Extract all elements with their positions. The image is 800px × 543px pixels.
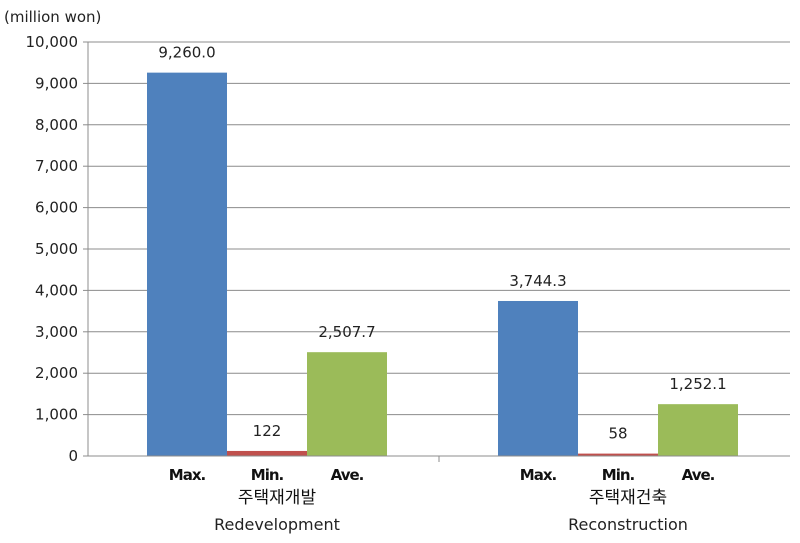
group-label-english: Redevelopment xyxy=(214,515,340,534)
group-label-korean: 주택재건축 xyxy=(589,488,667,508)
bar-category-label: Min. xyxy=(251,466,284,484)
data-label: 122 xyxy=(253,422,282,440)
y-tick-label: 10,000 xyxy=(26,33,79,51)
y-tick-label: 1,000 xyxy=(35,406,78,424)
bar xyxy=(658,404,738,456)
y-tick-label: 7,000 xyxy=(35,157,78,175)
group-label-english: Reconstruction xyxy=(568,515,688,534)
y-tick-label: 6,000 xyxy=(35,199,78,217)
data-label: 58 xyxy=(608,425,627,443)
y-tick-label: 2,000 xyxy=(35,364,78,382)
data-label: 2,507.7 xyxy=(318,323,375,341)
bar xyxy=(498,300,578,456)
y-tick-label: 4,000 xyxy=(35,281,78,299)
y-tick-label: 5,000 xyxy=(35,240,78,258)
bar-category-label: Max. xyxy=(169,466,206,484)
y-tick-label: 8,000 xyxy=(35,116,78,134)
y-axis: 0 1,000 2,000 3,000 4,000 5,000 6,000 7,000 8,00… xyxy=(26,33,89,465)
data-label: 3,744.3 xyxy=(509,272,566,290)
bars: 9,260.0 122 2,507.7 3,744.3 58 1,252.1 xyxy=(147,44,738,457)
x-axis: Max. Min. Ave. 주택재개발 Redevelopment Max. Min. Av… xyxy=(88,455,790,534)
y-tick-label: 3,000 xyxy=(35,323,78,341)
y-tick-label: 9,000 xyxy=(35,74,78,92)
bar-category-label: Ave. xyxy=(331,466,364,484)
unit-label: (million won) xyxy=(4,8,101,26)
bar xyxy=(147,72,227,457)
data-label: 1,252.1 xyxy=(669,375,726,393)
bar-category-label: Min. xyxy=(602,466,635,484)
data-label: 9,260.0 xyxy=(158,44,215,62)
bar xyxy=(227,450,307,456)
bar-category-label: Max. xyxy=(520,466,557,484)
bar xyxy=(307,352,387,456)
group-label-korean: 주택재개발 xyxy=(238,488,317,508)
bar-category-label: Ave. xyxy=(682,466,715,484)
y-tick-label: 0 xyxy=(68,447,78,465)
bar xyxy=(578,453,658,456)
